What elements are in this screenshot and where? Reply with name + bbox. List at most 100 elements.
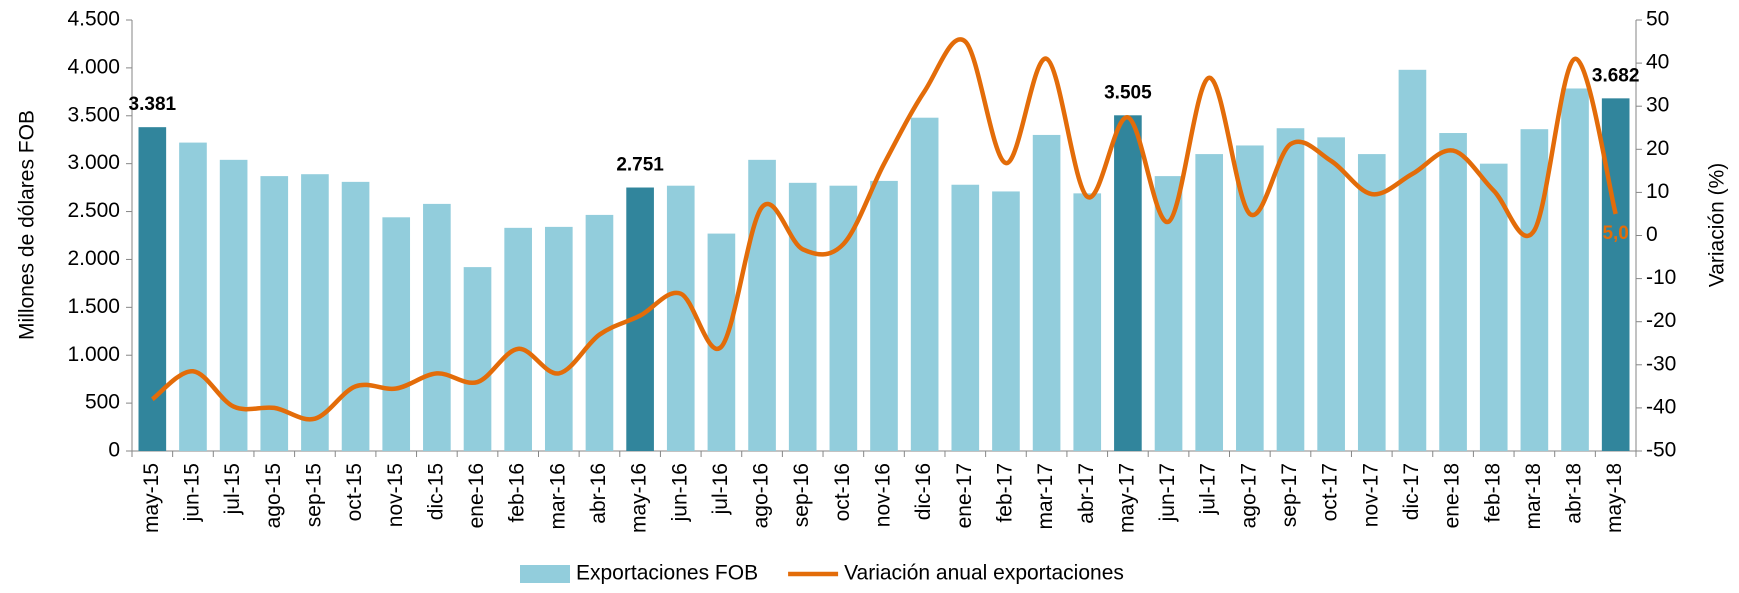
bar: [1195, 154, 1224, 452]
y-tick-label: 0: [108, 439, 120, 462]
x-tick-label: mar-18: [1522, 463, 1545, 530]
x-tick-label: dic-16: [912, 463, 935, 520]
x-tick-label: sep-17: [1278, 463, 1301, 527]
x-tick-label: oct-15: [343, 463, 366, 521]
bar: [788, 182, 817, 452]
line: [150, 37, 1618, 422]
bar: [260, 176, 289, 451]
y2-axis-title: Variación (%): [1706, 163, 1729, 287]
bar: [1317, 137, 1345, 452]
x-tick-label: ene-17: [953, 463, 976, 528]
bar: [1439, 133, 1467, 452]
y-tick-label: 500: [85, 391, 120, 414]
bar: [1276, 128, 1305, 451]
y-tick-label: 2.000: [67, 247, 120, 270]
legend-label: Variación anual exportaciones: [844, 562, 1124, 585]
x-tick-label: nov-17: [1359, 463, 1382, 527]
x-tick-label: dic-15: [424, 463, 447, 520]
y2-tick-label: 50: [1646, 8, 1669, 31]
bar-value-label: 2.751: [616, 155, 664, 176]
y2-tick-label: -40: [1646, 395, 1676, 418]
bar: [1154, 176, 1183, 451]
y2-tick-label: -20: [1646, 309, 1676, 332]
x-tick-label: nov-16: [872, 463, 895, 527]
bar-value-label: 3.381: [129, 94, 177, 115]
bar: [1357, 154, 1386, 452]
bar: [951, 184, 980, 451]
bar: [1032, 134, 1061, 451]
x-tick-label: feb-16: [506, 463, 529, 523]
bar: [138, 127, 167, 452]
bar: [910, 117, 939, 452]
bar: [666, 185, 695, 451]
bar: [1073, 193, 1102, 451]
x-tick-label: jul-17: [1197, 463, 1220, 515]
x-tick-label: mar-17: [1034, 463, 1057, 530]
y2-tick-label: -30: [1646, 352, 1676, 375]
y-tick-label: 4.000: [67, 55, 120, 78]
y2-tick-label: 20: [1646, 137, 1669, 160]
x-tick-label: abr-18: [1563, 463, 1586, 524]
bar: [870, 180, 898, 451]
y-tick-label: 4.500: [67, 8, 120, 31]
bar: [301, 174, 329, 452]
x-tick-label: abr-16: [587, 463, 610, 524]
bar: [1114, 115, 1142, 451]
x-tick-label: ago-17: [1237, 463, 1260, 528]
x-tick-label: ene-16: [465, 463, 488, 528]
x-tick-label: may-18: [1603, 463, 1626, 533]
x-tick-label: sep-15: [302, 463, 325, 527]
x-tick-label: sep-16: [790, 463, 813, 527]
y2-tick-label: 0: [1646, 223, 1658, 246]
x-tick-label: jul-15: [221, 463, 244, 515]
x-tick-label: feb-17: [993, 463, 1016, 523]
y-axis-title: Millones de dólares FOB: [16, 110, 39, 340]
x-tick-label: mar-16: [546, 463, 569, 530]
x-tick-label: abr-17: [1075, 463, 1098, 524]
bar: [504, 227, 532, 451]
bar: [707, 233, 736, 451]
x-tick-label: may-16: [628, 463, 651, 533]
y-tick-label: 3.500: [67, 103, 120, 126]
x-tick-label: jun-16: [668, 463, 691, 522]
x-tick-label: oct-16: [831, 463, 854, 521]
bar: [179, 142, 207, 451]
bar: [341, 181, 370, 451]
y-tick-label: 1.000: [67, 343, 120, 366]
x-tick-label: ene-18: [1441, 463, 1464, 528]
x-tick-label: jul-16: [709, 463, 732, 515]
bar: [382, 217, 411, 451]
x-tick-label: jun-15: [181, 463, 204, 522]
x-tick-label: may-17: [1115, 463, 1138, 533]
x-tick-label: jun-17: [1156, 463, 1179, 522]
legend-swatch: [520, 565, 570, 583]
bar: [544, 226, 573, 451]
bar: [1561, 88, 1589, 451]
bar: [1398, 69, 1427, 451]
y2-tick-label: -50: [1646, 439, 1676, 462]
bar: [423, 203, 451, 451]
bar: [992, 191, 1020, 452]
legend-item: Variación anual exportaciones: [788, 562, 1124, 585]
y2-tick-label: -10: [1646, 266, 1676, 289]
bar-value-label: 3.505: [1104, 82, 1152, 103]
bar: [1520, 129, 1549, 452]
x-tick-label: dic-17: [1400, 463, 1423, 520]
y2-tick-label: 40: [1646, 51, 1669, 74]
x-tick-label: ago-16: [750, 463, 773, 528]
line-value-label: 5,0: [1602, 223, 1628, 244]
y-tick-label: 3.000: [67, 151, 120, 174]
bar: [463, 267, 492, 451]
y-tick-label: 1.500: [67, 295, 120, 318]
x-tick-label: oct-17: [1319, 463, 1342, 521]
bar: [1479, 163, 1508, 451]
legend-label: Exportaciones FOB: [576, 562, 758, 585]
x-tick-label: ago-15: [262, 463, 285, 528]
y-tick-label: 2.500: [67, 199, 120, 222]
x-tick-label: may-15: [140, 463, 163, 533]
y2-tick-label: 10: [1646, 180, 1669, 203]
x-tick-label: feb-18: [1481, 463, 1504, 523]
legend-item: Exportaciones FOB: [520, 562, 758, 585]
y2-tick-label: 30: [1646, 94, 1669, 117]
